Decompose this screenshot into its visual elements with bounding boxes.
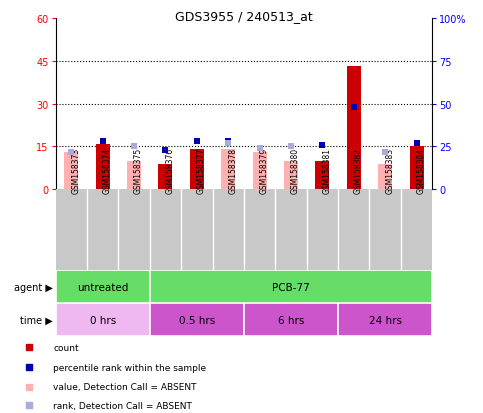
Bar: [56, 271, 150, 304]
Text: count: count: [53, 343, 79, 352]
Point: [25, 364, 33, 370]
Bar: [347, 67, 361, 190]
Point: [68, 149, 75, 156]
Point: [161, 147, 170, 154]
Point: [130, 144, 138, 150]
Point: [412, 140, 420, 147]
Point: [25, 402, 33, 409]
Text: value, Detection Call = ABSENT: value, Detection Call = ABSENT: [53, 382, 197, 392]
Text: GSM158375: GSM158375: [134, 148, 143, 194]
Text: untreated: untreated: [77, 282, 128, 292]
Bar: [64, 153, 78, 190]
Bar: [127, 161, 141, 190]
Text: GDS3955 / 240513_at: GDS3955 / 240513_at: [175, 10, 313, 23]
Point: [319, 142, 327, 149]
Text: GSM158378: GSM158378: [228, 148, 237, 194]
Bar: [378, 164, 392, 190]
Text: 0.5 hrs: 0.5 hrs: [179, 315, 215, 325]
Point: [25, 384, 33, 390]
Point: [224, 139, 232, 145]
Text: percentile rank within the sample: percentile rank within the sample: [53, 363, 206, 372]
Text: agent ▶: agent ▶: [14, 282, 53, 292]
Text: time ▶: time ▶: [20, 315, 53, 325]
Text: 6 hrs: 6 hrs: [278, 315, 304, 325]
Point: [224, 140, 232, 147]
Text: GSM158376: GSM158376: [165, 148, 174, 194]
Text: GSM158381: GSM158381: [323, 148, 331, 194]
Text: 24 hrs: 24 hrs: [369, 315, 402, 325]
Point: [287, 144, 295, 150]
Text: GSM158374: GSM158374: [103, 148, 112, 194]
Point: [350, 104, 357, 111]
Bar: [338, 304, 432, 337]
Point: [25, 344, 33, 351]
Text: GSM158379: GSM158379: [260, 148, 269, 194]
Text: GSM158380: GSM158380: [291, 148, 300, 194]
Bar: [284, 161, 298, 190]
Text: 0 hrs: 0 hrs: [89, 315, 116, 325]
Point: [382, 149, 389, 156]
Point: [193, 139, 201, 145]
Point: [256, 145, 264, 152]
Text: GSM158383: GSM158383: [385, 148, 394, 194]
Bar: [410, 147, 424, 190]
Bar: [244, 304, 338, 337]
Bar: [315, 161, 329, 190]
Bar: [150, 271, 432, 304]
Text: GSM158377: GSM158377: [197, 148, 206, 194]
Text: GSM158384: GSM158384: [416, 148, 426, 194]
Text: PCB-77: PCB-77: [272, 282, 310, 292]
Bar: [56, 304, 150, 337]
Text: GSM158382: GSM158382: [354, 148, 363, 194]
Bar: [150, 304, 244, 337]
Text: GSM158373: GSM158373: [71, 148, 80, 194]
Bar: [96, 144, 110, 190]
Bar: [253, 153, 267, 190]
Bar: [221, 150, 235, 190]
Text: rank, Detection Call = ABSENT: rank, Detection Call = ABSENT: [53, 401, 192, 410]
Point: [99, 139, 107, 145]
Bar: [190, 150, 204, 190]
Bar: [158, 164, 172, 190]
